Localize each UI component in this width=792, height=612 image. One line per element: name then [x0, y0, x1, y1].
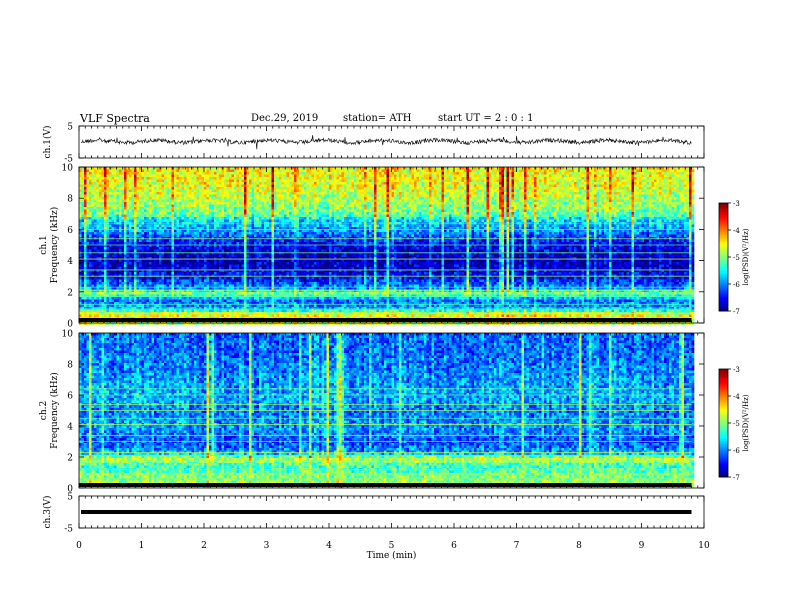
ch1-ylabel: ch.1(V) — [42, 126, 53, 159]
ch2-colorbar-tick: -4 — [733, 393, 740, 401]
ch1-colorbar-tick: -7 — [733, 308, 740, 316]
start-time-label: start UT = 2 : 0 : 1 — [438, 113, 533, 124]
ch1-ytick: 8 — [67, 195, 73, 205]
ch1-ytick: -5 — [64, 155, 73, 165]
ch2-ytick: 4 — [67, 423, 73, 433]
x-tick-label: 9 — [639, 541, 645, 551]
ch1-ytick: 0 — [67, 320, 73, 330]
ch1-colorbar-tick: -3 — [733, 200, 740, 208]
ch1-colorbar — [718, 202, 731, 312]
x-tick-label: 2 — [201, 541, 207, 551]
ch2-colorbar-tick: -6 — [733, 447, 740, 455]
x-tick-label: 8 — [576, 541, 582, 551]
ch2-colorbar — [718, 368, 731, 478]
ch2-colorbar-tick: -3 — [733, 366, 740, 374]
x-tick-label: 10 — [698, 541, 710, 551]
ch3-ylabel: ch.3(V) — [42, 496, 53, 529]
date-label: Dec.29, 2019 — [251, 113, 318, 124]
ch1-ytick: 10 — [62, 164, 74, 174]
station-label: station= ATH — [343, 113, 411, 124]
ch2-ylabel: ch.2 — [39, 401, 49, 420]
ch1-ytick: 5 — [67, 123, 73, 133]
ch1-ytick: 2 — [67, 288, 73, 298]
ch2-ytick: 8 — [67, 361, 73, 371]
ch1-spectrogram — [79, 167, 695, 325]
ch1-colorbar-tick: -4 — [733, 227, 740, 235]
ch1-waveform-line — [80, 135, 692, 150]
ch1-ylabel: ch.1 — [39, 235, 49, 254]
ch3-ytick: -5 — [64, 525, 73, 535]
ch2-spectrogram — [79, 333, 695, 489]
ch3-ytick: 5 — [67, 493, 73, 503]
x-tick-label: 7 — [514, 541, 520, 551]
x-tick-label: 4 — [326, 541, 332, 551]
ch1-colorbar-tick: -6 — [733, 281, 740, 289]
ch1-ytick: 4 — [67, 257, 73, 267]
x-tick-label: 1 — [139, 541, 145, 551]
ch2-colorbar-label: log(PSD)(V²/Hz) — [742, 394, 750, 451]
ch1-colorbar-label: log(PSD)(V²/Hz) — [742, 228, 750, 285]
ch2-ytick: 6 — [67, 392, 73, 402]
x-tick-label: 0 — [76, 541, 82, 551]
ch2-ylabel-freq: Frequency (kHz) — [49, 372, 60, 449]
ch2-colorbar-tick: -7 — [733, 474, 740, 482]
ch2-ytick: 10 — [62, 330, 74, 340]
ch2-ytick: 2 — [67, 454, 73, 464]
x-tick-label: 3 — [264, 541, 270, 551]
ch1-ylabel-freq: Frequency (kHz) — [49, 207, 60, 284]
ch1-ytick: 6 — [67, 226, 73, 236]
x-tick-label: 6 — [451, 541, 457, 551]
ch2-colorbar-tick: -5 — [733, 420, 740, 428]
chart-title: VLF Spectra — [80, 112, 150, 125]
ch1-colorbar-tick: -5 — [733, 254, 740, 262]
x-axis-label: Time (min) — [367, 550, 417, 561]
x-tick-label: 5 — [389, 541, 395, 551]
ch2-ytick: 0 — [67, 485, 73, 495]
